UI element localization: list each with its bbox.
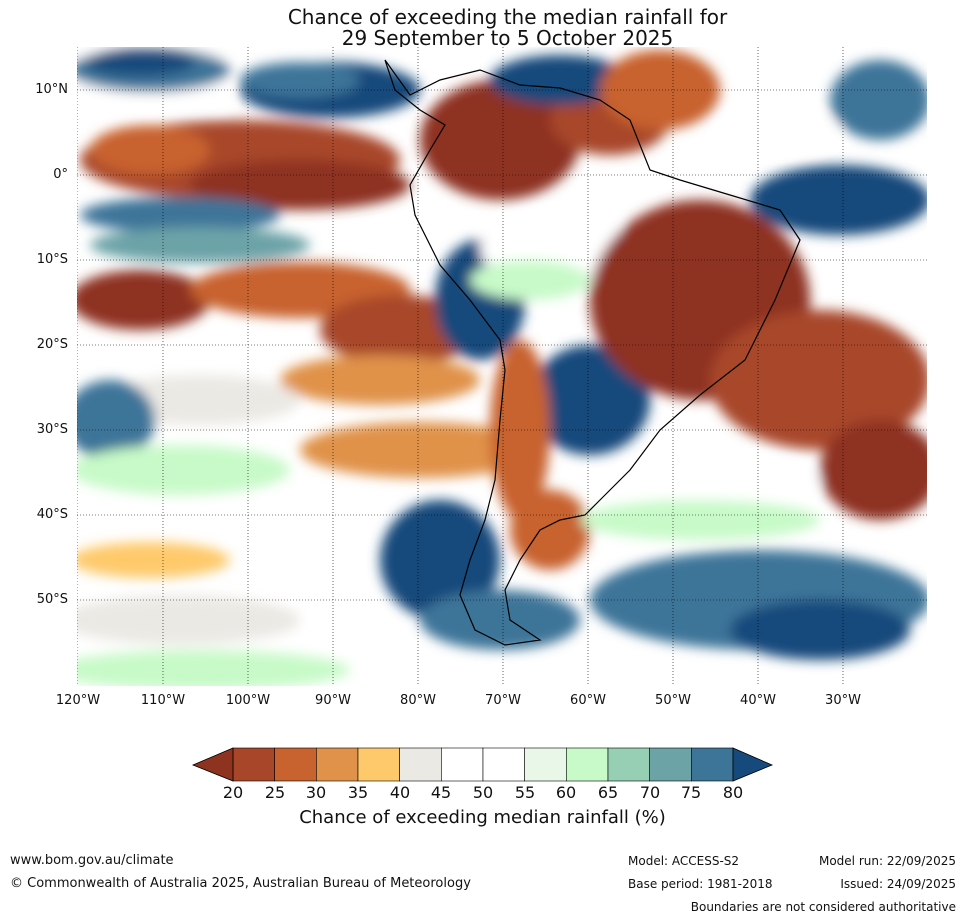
lon-label-30w: 30°W — [825, 693, 861, 708]
footer-disclaimer: Boundaries are not considered authoritat… — [690, 900, 956, 914]
lon-label-100w: 100°W — [225, 693, 271, 708]
colorbar-tick-60: 60 — [555, 783, 577, 802]
colorbar-label: Chance of exceeding median rainfall (%) — [299, 807, 666, 828]
lat-label-10n: 10°N — [35, 82, 68, 97]
footer-model: Model: ACCESS-S2 — [628, 854, 740, 868]
footer-base-period: Base period: 1981-2018 — [628, 877, 773, 891]
colorbar-cell — [357, 747, 400, 782]
graticule — [77, 47, 927, 686]
lat-label-30s: 30°S — [36, 422, 68, 437]
colorbar-tick-30: 30 — [305, 783, 327, 802]
footer-issued: Issued: 24/09/2025 — [840, 877, 956, 891]
lon-label-60w: 60°W — [570, 693, 606, 708]
lat-label-0: 0° — [53, 167, 68, 182]
colorbar-tick-40: 40 — [389, 783, 411, 802]
colorbar-cell — [232, 747, 275, 782]
colorbar-tick-45: 45 — [430, 783, 452, 802]
lon-label-80w: 80°W — [400, 693, 436, 708]
lon-label-120w: 120°W — [55, 693, 101, 708]
colorbar-tick-75: 75 — [680, 783, 702, 802]
map-title-line-1: Chance of exceeding the median rainfall … — [287, 5, 728, 29]
colorbar-tick-80: 80 — [722, 783, 744, 802]
colorbar-tick-65: 65 — [597, 783, 619, 802]
lon-label-50w: 50°W — [655, 693, 691, 708]
colorbar-cell — [649, 747, 692, 782]
colorbar-tick-70: 70 — [639, 783, 661, 802]
colorbar-under-arrow — [191, 747, 234, 782]
colorbar-cell — [316, 747, 359, 782]
lon-label-110w: 110°W — [140, 693, 186, 708]
colorbar-cell — [482, 747, 525, 782]
lat-label-50s: 50°S — [36, 592, 68, 607]
colorbar-tick-25: 25 — [264, 783, 286, 802]
footer-model-run: Model run: 22/09/2025 — [818, 854, 956, 868]
colorbar-cell — [524, 747, 567, 782]
colorbar-cell — [566, 747, 609, 782]
footer-copyright: © Commonwealth of Australia 2025, Austra… — [10, 876, 471, 891]
colorbar-tick-55: 55 — [514, 783, 536, 802]
colorbar-cell — [274, 747, 317, 782]
footer-website-link[interactable]: www.bom.gov.au/climate — [10, 853, 174, 868]
lon-label-70w: 70°W — [485, 693, 521, 708]
colorbar-over-arrow — [732, 747, 774, 782]
colorbar-cell — [607, 747, 650, 782]
map-title-line-2: 29 September to 5 October 2025 — [341, 26, 674, 50]
lat-label-10s: 10°S — [36, 252, 68, 267]
colorbar-cell — [691, 747, 734, 782]
lon-label-40w: 40°W — [740, 693, 776, 708]
lat-label-40s: 40°S — [36, 507, 68, 522]
lon-label-90w: 90°W — [315, 693, 351, 708]
colorbar-cell — [441, 747, 484, 782]
lat-label-20s: 20°S — [36, 337, 68, 352]
colorbar-tick-20: 20 — [222, 783, 244, 802]
colorbar-cell — [399, 747, 442, 782]
south-america-coastline — [384, 59, 801, 646]
colorbar-tick-35: 35 — [347, 783, 369, 802]
colorbar-tick-50: 50 — [472, 783, 494, 802]
